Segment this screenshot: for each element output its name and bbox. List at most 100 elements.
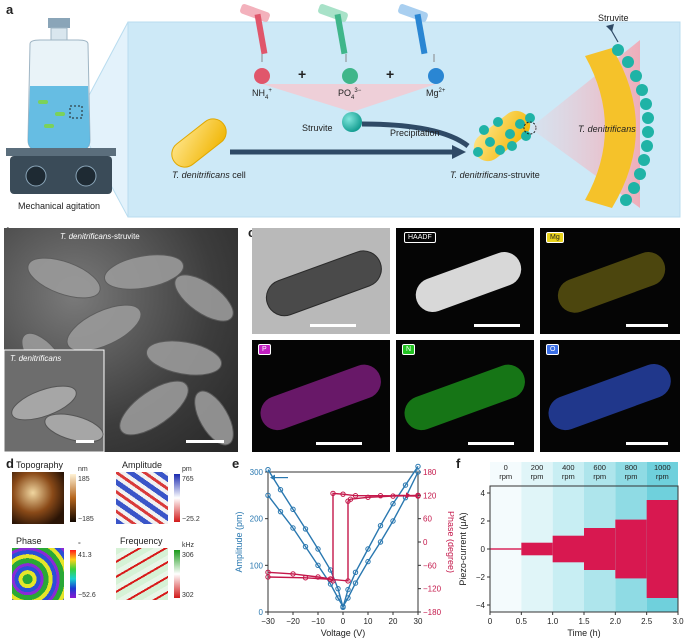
plus-sign-2: + xyxy=(386,66,395,82)
y2-tick-label: 120 xyxy=(423,491,437,500)
x-tick-label: −30 xyxy=(261,617,275,626)
x-tick-label: 20 xyxy=(389,617,398,626)
series-line-3 xyxy=(267,494,419,582)
nh4-label: NH4+ xyxy=(252,88,272,101)
amplitude-colorbar xyxy=(174,474,180,522)
segment-rpm-unit: rpm xyxy=(593,472,606,481)
topography-max: 185 xyxy=(78,476,90,483)
y2-tick-label: 60 xyxy=(423,515,432,524)
precipitation-label: Precipitation xyxy=(390,128,440,138)
segment-rpm-value: 200 xyxy=(531,463,544,472)
flask-illustration xyxy=(6,18,116,194)
data-point xyxy=(415,492,421,499)
po4-label: PO43− xyxy=(338,88,362,101)
sem-texture xyxy=(4,254,234,452)
topography-map xyxy=(12,472,64,524)
data-point xyxy=(365,494,371,500)
mg-tag: Mg xyxy=(546,232,564,243)
data-point xyxy=(365,546,371,552)
series-line-1 xyxy=(267,471,419,608)
n-scalebar xyxy=(468,442,514,445)
x-tick-label: 3.0 xyxy=(672,617,684,626)
mg-label: Mg2+ xyxy=(426,88,446,98)
segment-rpm-unit: rpm xyxy=(562,472,575,481)
syringe-po4-icon xyxy=(318,4,348,62)
y2-tick-label: −180 xyxy=(423,608,442,617)
mg-map-image: Mg xyxy=(540,228,680,334)
data-point xyxy=(390,518,396,524)
composite-label: T. denitrificans-struvite xyxy=(450,170,540,180)
amplitude-map xyxy=(116,472,168,524)
x-tick-label: −10 xyxy=(311,617,325,626)
current-band-1 xyxy=(521,542,553,556)
amplitude-unit: pm xyxy=(182,466,192,473)
segment-rpm-unit: rpm xyxy=(499,472,512,481)
topography-title: Topography xyxy=(16,460,64,470)
y2-tick-label: 0 xyxy=(423,538,428,547)
amplitude-arrowhead xyxy=(270,474,275,481)
data-point xyxy=(377,493,384,499)
frequency-title: Frequency xyxy=(120,536,163,546)
y-tick-label: −2 xyxy=(476,573,486,582)
y-tick-label: 0 xyxy=(259,608,264,617)
data-point xyxy=(340,603,346,610)
segment-rpm-value: 1000 xyxy=(654,463,671,472)
data-point xyxy=(377,522,384,529)
y-tick-label: −4 xyxy=(476,601,486,610)
haadf-image: HAADF xyxy=(396,228,534,334)
panel-label-d: d xyxy=(6,456,14,471)
current-band-3 xyxy=(584,528,616,570)
mg-ion-icon xyxy=(428,68,444,84)
current-band-2 xyxy=(552,535,584,563)
x-tick-label: 0 xyxy=(341,617,346,626)
amplitude-min: −25.2 xyxy=(182,516,200,523)
data-point xyxy=(345,578,351,584)
data-point xyxy=(302,575,309,581)
plus-sign-1: + xyxy=(298,66,307,82)
phase-colorbar xyxy=(70,550,76,598)
y2-tick-label: −120 xyxy=(423,585,442,594)
data-point xyxy=(345,586,351,593)
data-point xyxy=(335,585,341,592)
sem-image: T. denitrificans-struvite T. denitrifica… xyxy=(4,228,238,452)
phase-min: −52.6 xyxy=(78,592,96,599)
panel-label-c: c xyxy=(248,225,255,240)
y-axis-label: Piezo-current (μA) xyxy=(458,512,468,585)
segment-rpm-value: 400 xyxy=(562,463,575,472)
o-scalebar xyxy=(626,442,668,445)
topography-colorbar xyxy=(70,474,76,522)
reaction-funnel xyxy=(262,84,436,112)
data-point xyxy=(390,493,396,499)
x-tick-label: 0.5 xyxy=(516,617,528,626)
x-tick-label: 2.5 xyxy=(641,617,653,626)
syringe-nh4-icon xyxy=(240,4,270,62)
data-point xyxy=(415,469,421,475)
data-point xyxy=(290,506,296,513)
bacterium-cell-icon xyxy=(171,118,227,168)
struvite-shell xyxy=(612,44,654,206)
data-point xyxy=(365,558,371,565)
syringe-mg-icon xyxy=(398,4,435,62)
phase-arrowhead xyxy=(406,492,411,499)
segment-rpm-unit: rpm xyxy=(625,472,638,481)
x-tick-label: 1.0 xyxy=(547,617,559,626)
y-tick-label: 100 xyxy=(250,561,264,570)
panel-label-e: e xyxy=(232,456,240,471)
segment-background-1 xyxy=(521,462,553,612)
haadf-scalebar xyxy=(474,324,520,327)
nh4-ion-icon xyxy=(254,68,270,84)
segment-rpm-unit: rpm xyxy=(656,472,669,481)
data-point xyxy=(302,543,309,550)
sem-composite-label: T. denitrificans-struvite xyxy=(60,232,140,241)
data-point xyxy=(415,463,421,470)
data-point xyxy=(352,580,359,586)
y2-tick-label: −60 xyxy=(423,561,437,570)
y2-axis-label: Phase (degree) xyxy=(446,511,454,573)
phase-title: Phase xyxy=(16,536,42,546)
p-scalebar xyxy=(316,442,362,445)
data-point xyxy=(340,491,346,497)
x-axis-label: Time (h) xyxy=(567,628,600,638)
sem-inset-label: T. denitrificans xyxy=(10,354,62,363)
panel-a-schematic xyxy=(6,4,681,218)
phase-map xyxy=(12,548,64,600)
